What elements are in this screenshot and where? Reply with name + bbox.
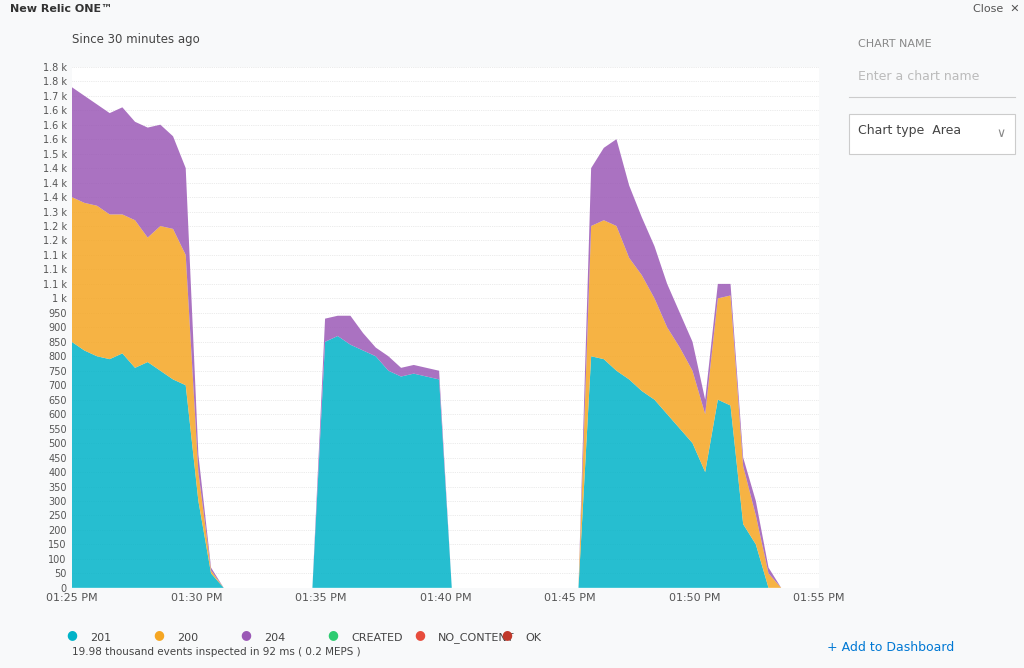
- Text: Close  ✕: Close ✕: [973, 4, 1020, 14]
- Text: 204: 204: [264, 633, 286, 643]
- Text: ●: ●: [67, 628, 77, 641]
- Text: ●: ●: [241, 628, 251, 641]
- Text: NO_CONTENT: NO_CONTENT: [438, 633, 515, 643]
- Text: 19.98 thousand events inspected in 92 ms ( 0.2 MEPS ): 19.98 thousand events inspected in 92 ms…: [72, 647, 360, 657]
- Text: CHART NAME: CHART NAME: [858, 39, 932, 49]
- Text: 201: 201: [90, 633, 112, 643]
- Text: 200: 200: [177, 633, 199, 643]
- Text: ●: ●: [415, 628, 425, 641]
- Text: ∨: ∨: [996, 127, 1006, 140]
- Text: ●: ●: [328, 628, 338, 641]
- Bar: [849, 114, 1015, 154]
- Text: Enter a chart name: Enter a chart name: [858, 70, 980, 83]
- Text: Chart type  Area: Chart type Area: [858, 124, 962, 136]
- Text: CREATED: CREATED: [351, 633, 402, 643]
- Text: Since 30 minutes ago: Since 30 minutes ago: [72, 33, 200, 46]
- Text: New Relic ONE™: New Relic ONE™: [10, 4, 113, 14]
- Text: ●: ●: [154, 628, 164, 641]
- Text: + Add to Dashboard: + Add to Dashboard: [827, 641, 954, 654]
- Text: ●: ●: [502, 628, 512, 641]
- Text: OK: OK: [525, 633, 542, 643]
